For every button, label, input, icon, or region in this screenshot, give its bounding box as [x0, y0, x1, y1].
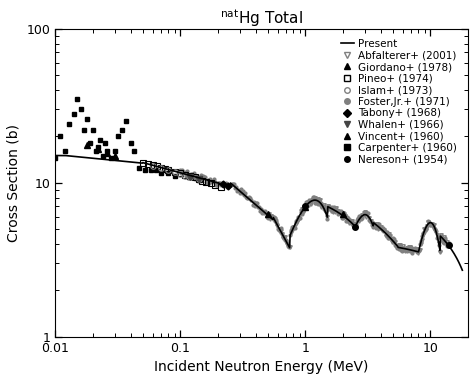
Legend: Present, Abfalterer+ (2001), Giordano+ (1978), Pineo+ (1974), Islam+ (1973), Fos: Present, Abfalterer+ (2001), Giordano+ (…	[339, 37, 459, 167]
X-axis label: Incident Neutron Energy (MeV): Incident Neutron Energy (MeV)	[154, 360, 369, 374]
Title: $^{\mathregular{nat}}$Hg Total: $^{\mathregular{nat}}$Hg Total	[220, 7, 303, 29]
Y-axis label: Cross Section (b): Cross Section (b)	[7, 124, 21, 242]
